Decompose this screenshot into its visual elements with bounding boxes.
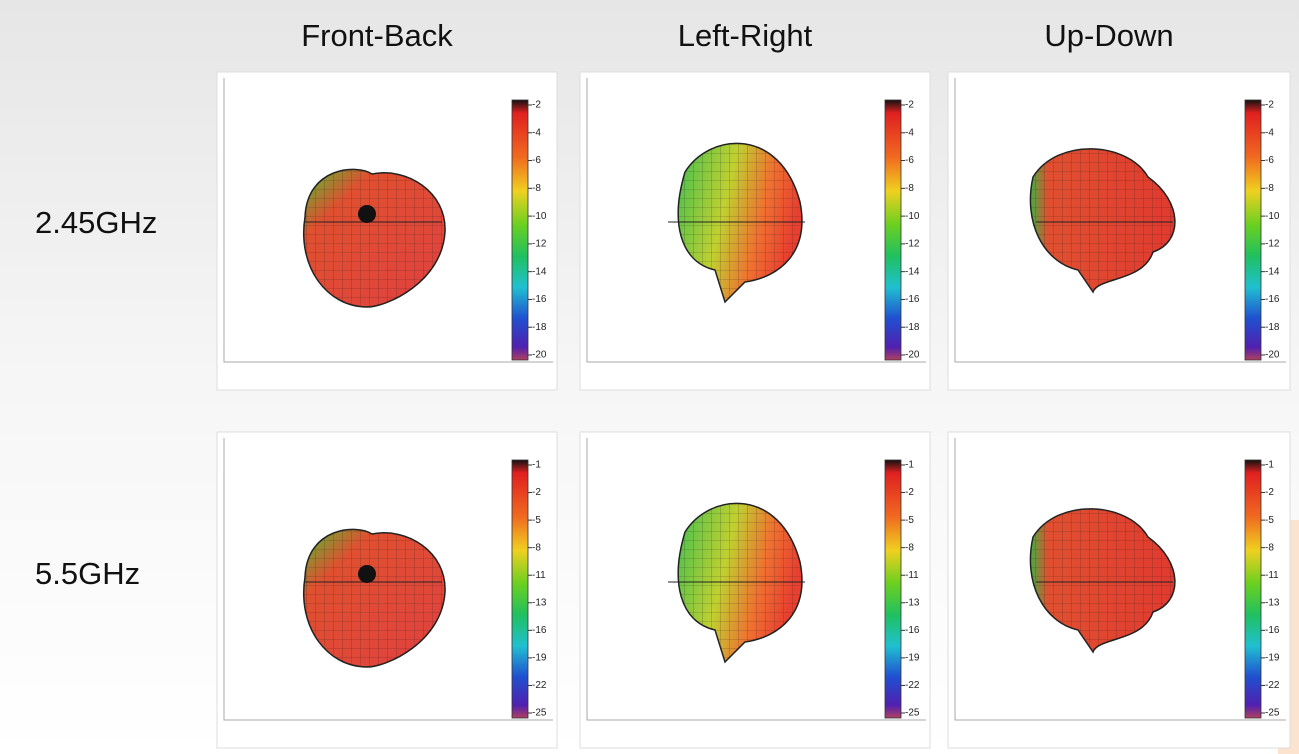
column-title: Front-Back: [301, 18, 453, 53]
colorbar-label: -16: [905, 625, 920, 636]
panel-frame: [223, 438, 553, 721]
colorbar-label: -6: [532, 155, 541, 166]
mesh: [1030, 148, 1175, 292]
colorbar-label: -5: [532, 515, 541, 526]
colorbar-label: -2: [905, 100, 914, 111]
colorbar-label: -1: [905, 460, 914, 471]
colorbar-label: -2: [1265, 100, 1274, 111]
row-label: 5.5GHz: [35, 556, 140, 591]
pattern-panel: -2 -4 -6 -8 -10 -12 -14 -16 -18 -20: [579, 71, 931, 391]
mesh: [303, 529, 446, 667]
colorbar-label: -6: [1265, 155, 1274, 166]
colorbar-label: -1: [532, 460, 541, 471]
colorbar-label: -10: [1265, 211, 1280, 222]
colorbar-label: -11: [532, 570, 546, 581]
panel-frame: [954, 78, 1286, 363]
pattern-panel: -1 -2 -5 -8 -11 -13 -16 -19 -22 -25: [216, 431, 558, 749]
colorbar-label: -19: [905, 653, 920, 664]
colorbar-label: -20: [532, 350, 547, 361]
colorbar-label: -19: [532, 653, 547, 664]
colorbar-label: -4: [905, 127, 914, 138]
colorbar-label: -2: [905, 487, 914, 498]
colorbar-label: -16: [1265, 294, 1280, 305]
colorbar: [1244, 459, 1262, 719]
colorbar-label: -8: [532, 183, 541, 194]
colorbar-label: -22: [905, 680, 920, 691]
colorbar-label: -10: [905, 211, 920, 222]
colorbar: [1244, 99, 1262, 361]
pole: [358, 205, 376, 223]
colorbar-label: -13: [905, 597, 920, 608]
colorbar-label: -25: [532, 708, 547, 719]
colorbar-label: -16: [905, 294, 920, 305]
colorbar-label: -12: [532, 239, 547, 250]
colorbar-label: -18: [905, 322, 920, 333]
colorbar-label: -11: [1265, 570, 1279, 581]
colorbar: [511, 99, 529, 361]
colorbar-label: -14: [905, 266, 920, 277]
panel-frame: [586, 78, 926, 363]
panel-frame: [223, 78, 553, 363]
mesh: [303, 169, 446, 307]
column-title: Left-Right: [678, 18, 813, 53]
colorbar-label: -5: [905, 515, 914, 526]
mesh: [678, 143, 802, 302]
colorbar-label: -20: [905, 350, 920, 361]
colorbar-label: -16: [532, 625, 547, 636]
colorbar-label: -8: [905, 183, 914, 194]
colorbar-label: -25: [905, 708, 920, 719]
colorbar-label: -13: [1265, 597, 1280, 608]
colorbar-label: -11: [905, 570, 919, 581]
colorbar-label: -12: [905, 239, 920, 250]
colorbar-label: -2: [532, 100, 541, 111]
colorbar-label: -2: [1265, 487, 1274, 498]
colorbar: [511, 459, 529, 719]
colorbar-label: -8: [532, 542, 541, 553]
colorbar-label: -8: [1265, 183, 1274, 194]
row-label: 2.45GHz: [35, 205, 157, 240]
colorbar-label: -5: [1265, 515, 1274, 526]
pattern-panel: -2 -4 -6 -8 -10 -12 -14 -16 -18 -20: [947, 71, 1291, 391]
colorbar-label: -6: [905, 155, 914, 166]
pattern-panel: -1 -2 -5 -8 -11 -13 -16 -19 -22 -25: [579, 431, 931, 749]
colorbar-label: -14: [532, 266, 547, 277]
colorbar-label: -16: [532, 294, 547, 305]
pattern-panel: -2 -4 -6 -8 -10 -12 -14 -16 -18 -20: [216, 71, 558, 391]
colorbar-label: -4: [532, 127, 541, 138]
pole: [358, 565, 376, 583]
colorbar-label: -12: [1265, 239, 1280, 250]
colorbar-label: -19: [1265, 653, 1280, 664]
colorbar-label: -14: [1265, 266, 1280, 277]
panel-frame: [954, 438, 1286, 721]
colorbar-label: -4: [1265, 127, 1274, 138]
pattern-panel: -1 -2 -5 -8 -11 -13 -16 -19 -22 -25: [947, 431, 1291, 749]
colorbar-label: -16: [1265, 625, 1280, 636]
colorbar-label: -22: [532, 680, 547, 691]
colorbar: [884, 459, 902, 719]
column-title: Up-Down: [1044, 18, 1173, 53]
colorbar-label: -20: [1265, 350, 1280, 361]
colorbar-label: -8: [905, 542, 914, 553]
colorbar-label: -8: [1265, 542, 1274, 553]
panel-frame: [586, 438, 926, 721]
colorbar: [884, 99, 902, 361]
colorbar-label: -18: [1265, 322, 1280, 333]
mesh: [678, 503, 802, 662]
colorbar-label: -13: [532, 597, 547, 608]
colorbar-label: -1: [1265, 460, 1274, 471]
colorbar-label: -18: [532, 322, 547, 333]
colorbar-label: -10: [532, 211, 547, 222]
colorbar-label: -22: [1265, 680, 1280, 691]
mesh: [1030, 508, 1175, 652]
colorbar-label: -25: [1265, 708, 1280, 719]
colorbar-label: -2: [532, 487, 541, 498]
